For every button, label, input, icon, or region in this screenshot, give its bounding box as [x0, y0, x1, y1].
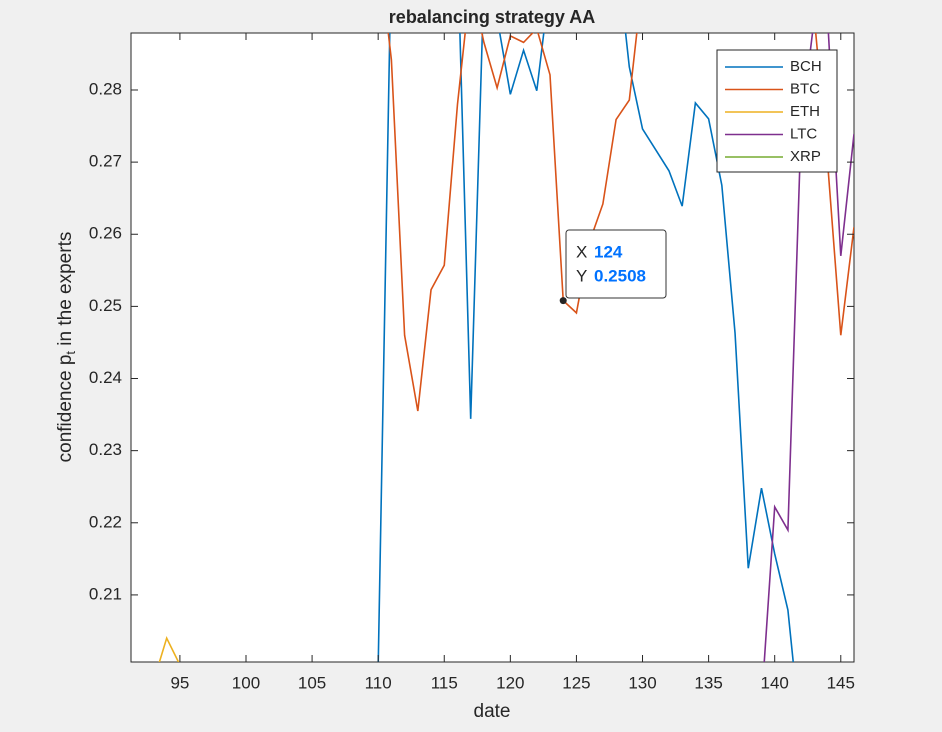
- y-label-sub: t: [63, 351, 78, 355]
- y-tick-label: 0.21: [89, 584, 122, 603]
- y-tick-label: 0.26: [89, 224, 122, 243]
- x-tick-label: 125: [562, 673, 590, 692]
- legend-label: BCH: [790, 58, 822, 75]
- datatip-x-value: 124: [594, 242, 623, 261]
- datatip-y-label: Y: [576, 266, 587, 285]
- y-tick-label: 0.23: [89, 440, 122, 459]
- x-tick-label: 115: [431, 673, 458, 692]
- y-tick-label: 0.22: [89, 512, 122, 531]
- x-tick-label: 120: [496, 673, 524, 692]
- y-label-part: confidence p: [55, 355, 76, 463]
- legend-label: XRP: [790, 148, 821, 165]
- x-tick-label: 145: [827, 673, 855, 692]
- y-tick-label: 0.24: [89, 368, 122, 387]
- x-tick-label: 95: [170, 673, 189, 692]
- series-line: [387, 33, 854, 412]
- chart-title: rebalancing strategy AA: [389, 7, 595, 27]
- series-line: [377, 33, 795, 662]
- x-tick-label: 110: [365, 673, 392, 692]
- datatip-marker: [559, 297, 567, 305]
- y-tick-label: 0.28: [89, 79, 122, 98]
- y-tick-label: 0.27: [89, 152, 122, 171]
- y-label-part: in the experts: [55, 232, 76, 351]
- series-line: [158, 636, 180, 662]
- x-tick-label: 100: [232, 673, 260, 692]
- legend-box: [716, 49, 838, 173]
- datatip-x-label: X: [576, 242, 587, 261]
- y-axis-label: confidence pt in the experts: [55, 232, 78, 463]
- legend-label: ETH: [790, 103, 820, 120]
- x-tick-label: 140: [761, 673, 789, 692]
- legend-label: BTC: [790, 80, 820, 97]
- datatip-y-value: 0.2508: [594, 266, 646, 285]
- x-tick-label: 130: [628, 673, 656, 692]
- datatip-box: [565, 229, 667, 299]
- legend-label: LTC: [790, 125, 817, 142]
- x-tick-label: 135: [694, 673, 722, 692]
- y-tick-label: 0.25: [89, 296, 122, 315]
- x-tick-label: 105: [298, 673, 326, 692]
- x-axis-label: date: [474, 701, 511, 722]
